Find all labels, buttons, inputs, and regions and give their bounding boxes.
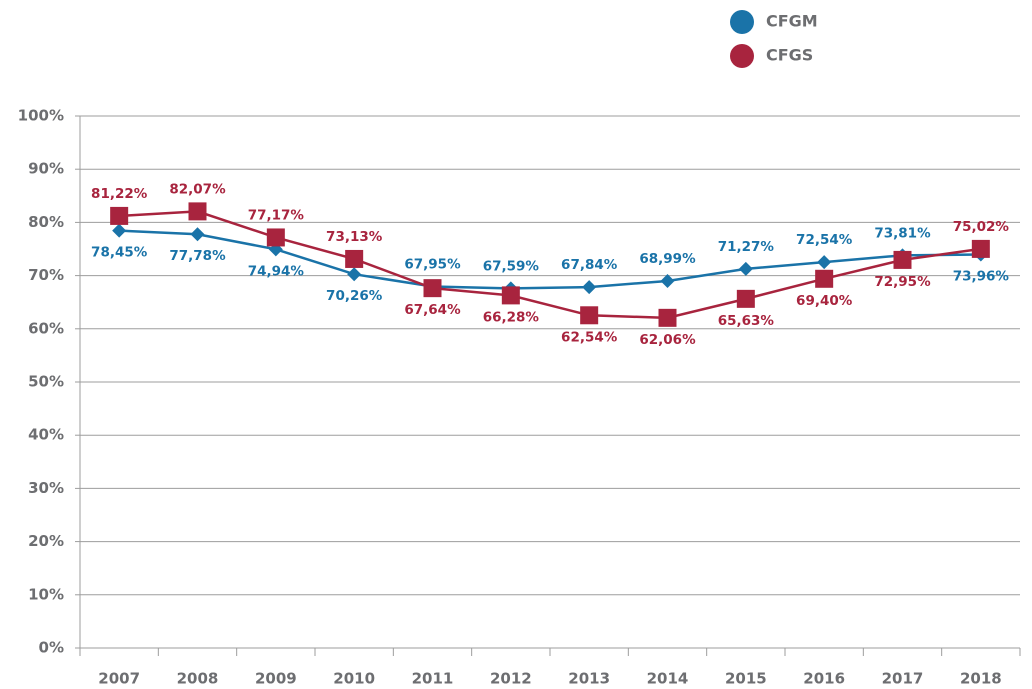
legend-label: CFGM — [766, 12, 818, 31]
value-label: 67,64% — [404, 302, 461, 318]
y-tick-label: 60% — [28, 319, 64, 337]
y-tick-label: 30% — [28, 479, 64, 497]
y-tick-label: 100% — [18, 107, 64, 125]
value-label: 73,96% — [953, 269, 1010, 285]
x-tick-label: 2011 — [412, 670, 454, 688]
value-label: 78,45% — [91, 245, 148, 261]
value-label: 66,28% — [483, 309, 540, 325]
y-tick-label: 70% — [28, 266, 64, 284]
point-marker — [266, 228, 285, 247]
y-tick-label: 20% — [28, 532, 64, 550]
x-tick-label: 2017 — [882, 670, 924, 688]
x-tick-label: 2012 — [490, 670, 532, 688]
point-marker — [658, 308, 677, 327]
series-line — [119, 210, 982, 320]
point-marker — [423, 279, 442, 298]
y-tick-label: 40% — [28, 426, 64, 444]
point-marker — [738, 261, 753, 276]
value-label: 73,13% — [326, 229, 383, 245]
point-marker — [660, 273, 675, 288]
point-marker — [893, 250, 912, 269]
y-tick-label: 50% — [28, 373, 64, 391]
point-marker — [971, 239, 990, 258]
point-marker — [190, 227, 205, 242]
y-tick-label: 0% — [39, 639, 64, 657]
x-tick-label: 2016 — [803, 670, 845, 688]
value-label: 67,84% — [561, 257, 618, 273]
x-tick-label: 2014 — [647, 670, 689, 688]
value-label: 62,06% — [639, 332, 696, 348]
value-label: 71,27% — [718, 239, 775, 255]
point-marker — [345, 249, 364, 268]
x-tick-label: 2010 — [333, 670, 375, 688]
value-label: 73,81% — [874, 225, 931, 241]
value-label: 82,07% — [169, 181, 226, 197]
value-label: 81,22% — [91, 186, 148, 202]
value-label: 77,78% — [169, 248, 226, 264]
value-label: 67,59% — [483, 258, 540, 274]
point-marker — [736, 289, 755, 308]
value-label: 75,02% — [953, 219, 1010, 235]
value-label: 72,54% — [796, 232, 853, 248]
point-marker — [501, 286, 520, 305]
value-label: 74,94% — [248, 263, 305, 279]
x-tick-label: 2007 — [98, 670, 140, 688]
value-label: 62,54% — [561, 329, 618, 345]
value-label: 69,40% — [796, 293, 853, 309]
x-tick-label: 2009 — [255, 670, 297, 688]
point-marker — [817, 255, 832, 270]
point-marker — [110, 206, 129, 225]
legend-swatch — [730, 44, 754, 68]
x-tick-label: 2008 — [177, 670, 219, 688]
value-label: 68,99% — [639, 251, 696, 267]
point-marker — [347, 267, 362, 282]
legend-label: CFGS — [766, 46, 813, 65]
value-label: 67,95% — [404, 257, 461, 273]
y-tick-label: 10% — [28, 585, 64, 603]
value-label: 72,95% — [874, 274, 931, 290]
x-tick-label: 2013 — [568, 670, 610, 688]
value-label: 70,26% — [326, 288, 383, 304]
x-tick-label: 2015 — [725, 670, 767, 688]
point-marker — [112, 223, 127, 238]
point-marker — [188, 202, 207, 221]
value-label: 65,63% — [718, 313, 775, 329]
point-marker — [815, 269, 834, 288]
x-tick-label: 2018 — [960, 670, 1002, 688]
point-marker — [580, 306, 599, 325]
value-label: 77,17% — [248, 207, 305, 223]
series-line — [119, 229, 981, 290]
legend-swatch — [730, 10, 754, 34]
y-tick-label: 80% — [28, 213, 64, 231]
point-marker — [582, 280, 597, 295]
y-tick-label: 90% — [28, 160, 64, 178]
